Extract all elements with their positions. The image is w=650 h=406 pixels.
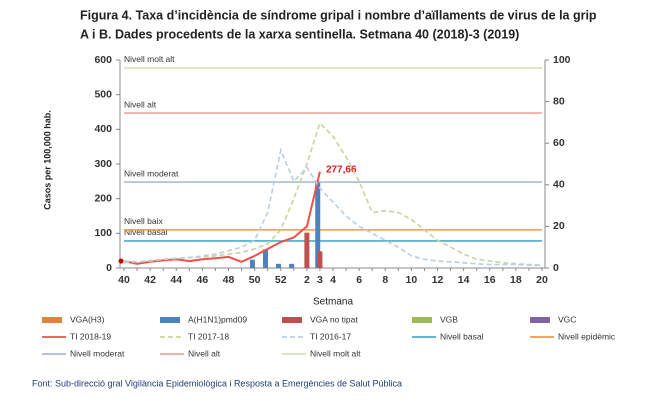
- x-tick-label: 18: [510, 274, 522, 286]
- level-label: Nivell baix: [124, 216, 163, 226]
- bar: [249, 259, 255, 268]
- x-tick-label: 20: [536, 274, 548, 286]
- x-tick-label: 2: [304, 274, 310, 286]
- x-tick-label: 48: [223, 274, 235, 286]
- x-tick-label: 44: [170, 274, 182, 286]
- legend-label: Nivell basal: [440, 331, 484, 341]
- x-tick-label: 4: [330, 274, 336, 286]
- level-label: Nivell alt: [124, 99, 157, 109]
- x-axis-label: Setmana: [313, 297, 353, 308]
- x-tick-label: 52: [275, 274, 287, 286]
- x-tick-label: 6: [356, 274, 362, 286]
- y-tick-label: 600: [94, 54, 112, 66]
- legend-label: VGB: [440, 314, 458, 324]
- legend-swatch: [530, 317, 550, 323]
- series-line: [123, 171, 321, 265]
- legend-label: Nivell epidèmic: [558, 331, 616, 341]
- legend-label: TI 2018-19: [70, 331, 111, 341]
- chart-subtitle: A i B. Dades procedents de la xarxa sent…: [80, 27, 519, 41]
- legend-label: VGA(H3): [70, 314, 105, 324]
- legend-label: Nivell molt alt: [310, 348, 361, 358]
- legend-label: A(H1N1)pmd09: [188, 314, 247, 324]
- bar: [315, 182, 321, 268]
- bar: [276, 263, 282, 268]
- y-tick-label: 300: [94, 158, 112, 170]
- legend-swatch: [412, 317, 432, 323]
- x-tick-label: 3: [317, 274, 323, 286]
- x-tick-label: 16: [484, 274, 496, 286]
- y2-tick-label: 40: [553, 179, 565, 191]
- level-label: Nivell basal: [124, 227, 168, 237]
- y-tick-label: 0: [106, 262, 112, 274]
- level-label: Nivell moderat: [124, 168, 179, 178]
- bar: [317, 251, 323, 268]
- x-tick-label: 46: [197, 274, 209, 286]
- x-tick-label: 12: [432, 274, 444, 286]
- legend-label: TI 2016-17: [310, 331, 351, 341]
- x-tick-label: 50: [249, 274, 261, 286]
- x-tick-label: 42: [144, 274, 156, 286]
- y2-tick-label: 80: [553, 95, 565, 107]
- level-label: Nivell molt alt: [124, 54, 175, 64]
- x-tick-label: 40: [118, 274, 130, 286]
- series-line: [123, 121, 543, 266]
- legend-label: TI 2017-18: [188, 331, 229, 341]
- chart-title: Figura 4. Taxa d’incidència de síndrome …: [80, 8, 597, 22]
- bar: [289, 263, 295, 268]
- legend-swatch: [282, 317, 302, 323]
- bar: [304, 232, 310, 268]
- y-tick-label: 100: [94, 227, 112, 239]
- source: Font: Sub-direcció gral Vigilància Epide…: [32, 378, 402, 388]
- legend-label: Nivell moderat: [70, 348, 125, 358]
- series-line: [123, 147, 542, 266]
- x-tick-label: 8: [382, 274, 388, 286]
- bar: [262, 249, 268, 268]
- y-axis-label: Casos per 100,000 hab.: [42, 110, 52, 210]
- y2-tick-label: 0: [553, 262, 559, 274]
- legend-label: VGA no tipat: [310, 314, 358, 324]
- y-tick-label: 500: [94, 88, 112, 100]
- legend-swatch: [42, 317, 62, 323]
- y2-tick-label: 60: [553, 137, 565, 149]
- y2-tick-label: 20: [553, 220, 565, 232]
- legend-swatch: [160, 317, 180, 323]
- y2-tick-label: 100: [553, 54, 571, 66]
- x-tick-label: 10: [406, 274, 418, 286]
- legend-label: VGC: [558, 314, 576, 324]
- y-tick-label: 400: [94, 123, 112, 135]
- x-tick-label: 14: [458, 274, 470, 286]
- start-marker: [118, 258, 124, 264]
- legend-label: Nivell alt: [188, 348, 221, 358]
- y-tick-label: 200: [94, 192, 112, 204]
- value-label: 277,66: [326, 164, 357, 175]
